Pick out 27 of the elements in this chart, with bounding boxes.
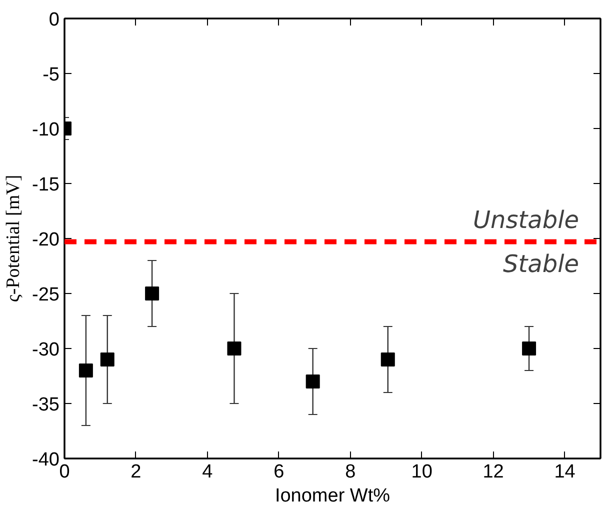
x-tick-label: 6 (274, 462, 284, 482)
y-axis-title: ς-Potential [mV] (3, 174, 24, 302)
y-tick-label: -15 (32, 174, 60, 196)
point (227, 342, 242, 356)
point (145, 286, 160, 300)
x-tick-label: 10 (411, 462, 432, 482)
annotation: Stable (503, 250, 580, 278)
y-tick-label: -10 (32, 120, 60, 140)
x-tick-label: 12 (482, 462, 504, 482)
y-tick-label: -25 (32, 284, 60, 306)
x-axis-title: Ionomer Wt% (274, 486, 390, 506)
y-tick-label: -35 (32, 394, 60, 416)
point (306, 374, 320, 388)
annotation: Unstable (472, 206, 580, 234)
x-tick-label: 2 (130, 462, 142, 482)
y-tick-label: -30 (32, 340, 60, 360)
point (100, 352, 114, 366)
point (78, 364, 93, 378)
y-tick-label: -20 (32, 230, 60, 250)
x-tick-label: 4 (202, 462, 214, 482)
point (522, 342, 536, 356)
point (380, 352, 395, 366)
y-tick-label: -40 (32, 450, 60, 470)
y-tick-label: 0 (48, 10, 60, 30)
x-tick-label: 14 (554, 462, 576, 482)
y-tick-label: -5 (42, 64, 60, 86)
x-tick-label: 8 (345, 462, 356, 482)
